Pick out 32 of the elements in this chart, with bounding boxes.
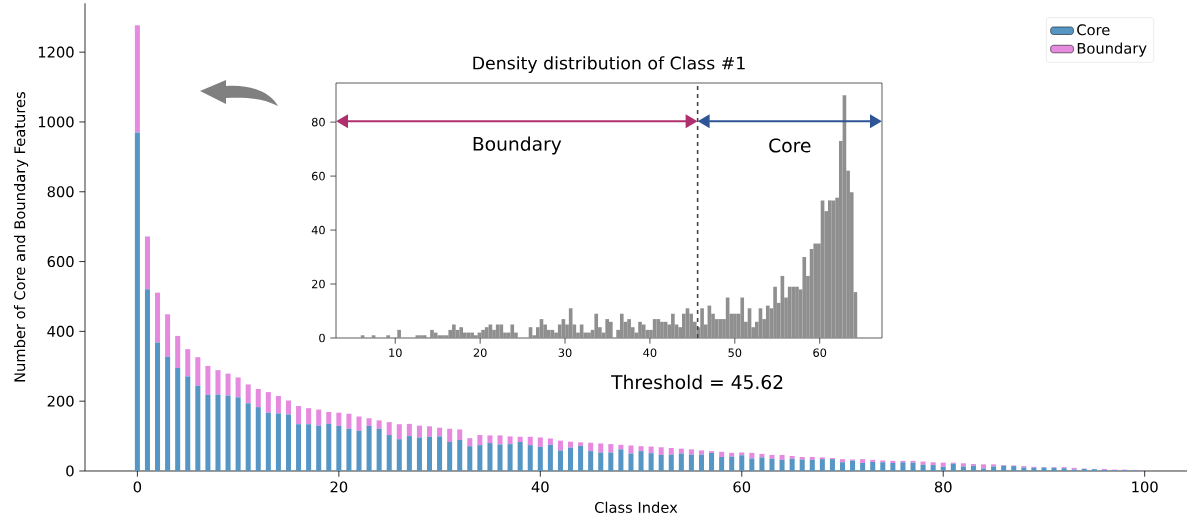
x-tick-label: 80 [934, 481, 952, 493]
chart-title: Density distribution of Class #1 [473, 56, 745, 73]
x-tick-label: 20 [473, 348, 487, 357]
x-tick-label: 40 [531, 481, 549, 493]
y-tick-label: 600 [47, 256, 74, 268]
y-axis-title: Number of Core and Boundary Features [13, 92, 29, 382]
x-tick-label: 20 [330, 481, 348, 493]
x-tick-label: 100 [1132, 481, 1158, 493]
y-tick-label: 800 [47, 186, 74, 198]
ref-line-label: Threshold = 45.62 [611, 374, 783, 390]
y-tick-label: 20 [312, 279, 325, 289]
annotation: Core [769, 138, 811, 153]
y-tick-label: 1200 [38, 46, 74, 58]
y-tick-label: 80 [311, 117, 325, 127]
y-tick-label: 60 [311, 171, 325, 181]
x-axis-title: Class Index [595, 501, 678, 513]
x-tick-label: 40 [643, 348, 657, 357]
x-tick-label: 60 [733, 481, 751, 493]
x-tick-label: 60 [813, 348, 827, 357]
y-tick-label: 0 [319, 333, 325, 343]
legend-label: Core [1077, 24, 1110, 36]
legend-label: Boundary [1077, 42, 1147, 57]
x-tick-label: 0 [133, 481, 142, 493]
y-tick-label: 0 [66, 465, 74, 477]
annotation: Boundary [473, 136, 562, 155]
y-tick-label: 400 [47, 325, 74, 337]
y-tick-label: 200 [47, 395, 74, 407]
x-tick-label: 30 [558, 348, 572, 357]
y-tick-label: 1000 [38, 116, 74, 128]
x-tick-label: 50 [728, 348, 742, 357]
x-tick-label: 10 [389, 348, 402, 357]
y-tick-label: 40 [311, 225, 325, 235]
